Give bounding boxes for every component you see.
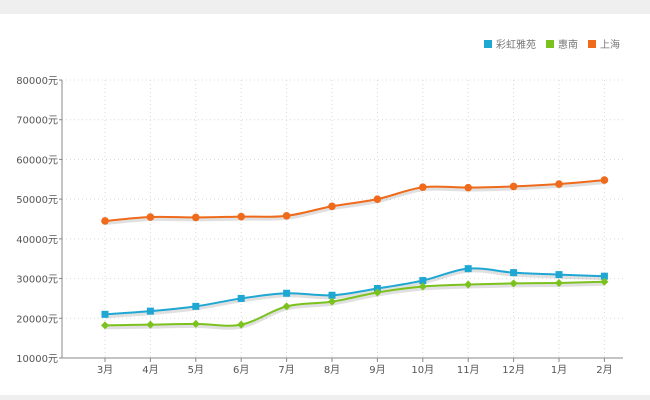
data-point[interactable] [464, 265, 472, 273]
data-point[interactable] [373, 195, 382, 203]
data-point[interactable] [510, 269, 518, 277]
y-tick-label: 70000元 [16, 116, 58, 127]
legend-item-series-0[interactable]: 彩虹雅苑 [484, 36, 536, 51]
x-tick-label: 11月 [457, 364, 480, 376]
x-tick-label: 1月 [551, 364, 567, 376]
series-line-2 [104, 179, 605, 222]
data-point[interactable] [283, 289, 291, 297]
data-point[interactable] [419, 277, 427, 285]
data-point[interactable] [373, 288, 382, 297]
x-tick-label: 12月 [502, 364, 525, 376]
data-point[interactable] [464, 183, 473, 192]
data-point[interactable] [328, 297, 336, 306]
data-point[interactable] [237, 320, 246, 329]
data-point[interactable] [600, 272, 608, 280]
data-point[interactable] [555, 278, 563, 287]
legend-swatch [546, 39, 554, 48]
data-point[interactable] [101, 321, 109, 330]
y-tick-label: 80000元 [16, 76, 58, 87]
x-tick-label: 9月 [369, 364, 385, 376]
legend-label: 惠南 [558, 40, 578, 51]
x-tick-label: 7月 [278, 364, 294, 376]
data-point[interactable] [464, 280, 473, 289]
data-point[interactable] [509, 182, 518, 191]
y-tick-label: 30000元 [16, 275, 58, 286]
legend-label: 彩虹雅苑 [496, 40, 536, 51]
legend-swatch [484, 39, 492, 48]
y-tick-label: 10000元 [16, 354, 58, 365]
data-point[interactable] [192, 302, 200, 310]
data-point[interactable] [555, 271, 563, 279]
data-point[interactable] [146, 320, 155, 329]
y-tick-label: 20000元 [16, 314, 58, 325]
data-point[interactable] [509, 279, 518, 288]
y-tick-label: 60000元 [16, 155, 58, 166]
y-tick-label: 40000元 [16, 235, 58, 246]
data-point[interactable] [146, 307, 154, 315]
data-point[interactable] [328, 202, 336, 211]
series-line-shadow [104, 180, 605, 225]
series-line-shadow [104, 281, 605, 330]
data-point[interactable] [192, 213, 200, 222]
legend-label: 上海 [600, 40, 620, 51]
x-tick-label: 4月 [142, 364, 158, 376]
data-point[interactable] [555, 180, 563, 188]
y-tick-label: 50000元 [16, 195, 58, 206]
data-point[interactable] [600, 176, 609, 184]
legend-item-series-1[interactable]: 惠南 [546, 36, 578, 51]
data-point[interactable] [101, 217, 109, 225]
x-tick-label: 10月 [411, 364, 434, 376]
data-point[interactable] [600, 277, 609, 286]
data-point[interactable] [419, 183, 427, 192]
series-line-1 [104, 280, 605, 327]
data-point[interactable] [101, 310, 109, 318]
x-tick-label: 6月 [233, 364, 249, 376]
data-point[interactable] [282, 212, 291, 220]
top-bar [0, 0, 650, 14]
data-point[interactable] [146, 213, 155, 221]
legend-swatch [588, 39, 596, 48]
x-tick-label: 3月 [97, 364, 113, 376]
series-line-0 [104, 267, 605, 316]
legend: 彩虹雅苑 惠南 上海 [484, 36, 620, 51]
x-tick-label: 8月 [324, 364, 340, 376]
data-point[interactable] [282, 302, 291, 311]
data-point[interactable] [418, 282, 427, 291]
x-tick-label: 5月 [188, 364, 204, 376]
legend-item-series-2[interactable]: 上海 [588, 36, 620, 51]
series-line-shadow [104, 268, 605, 319]
x-tick-label: 2月 [596, 364, 612, 376]
data-point[interactable] [237, 294, 245, 302]
data-point[interactable] [191, 319, 200, 328]
data-point[interactable] [237, 212, 245, 221]
data-point[interactable] [328, 291, 336, 299]
bottom-bar [0, 395, 650, 400]
